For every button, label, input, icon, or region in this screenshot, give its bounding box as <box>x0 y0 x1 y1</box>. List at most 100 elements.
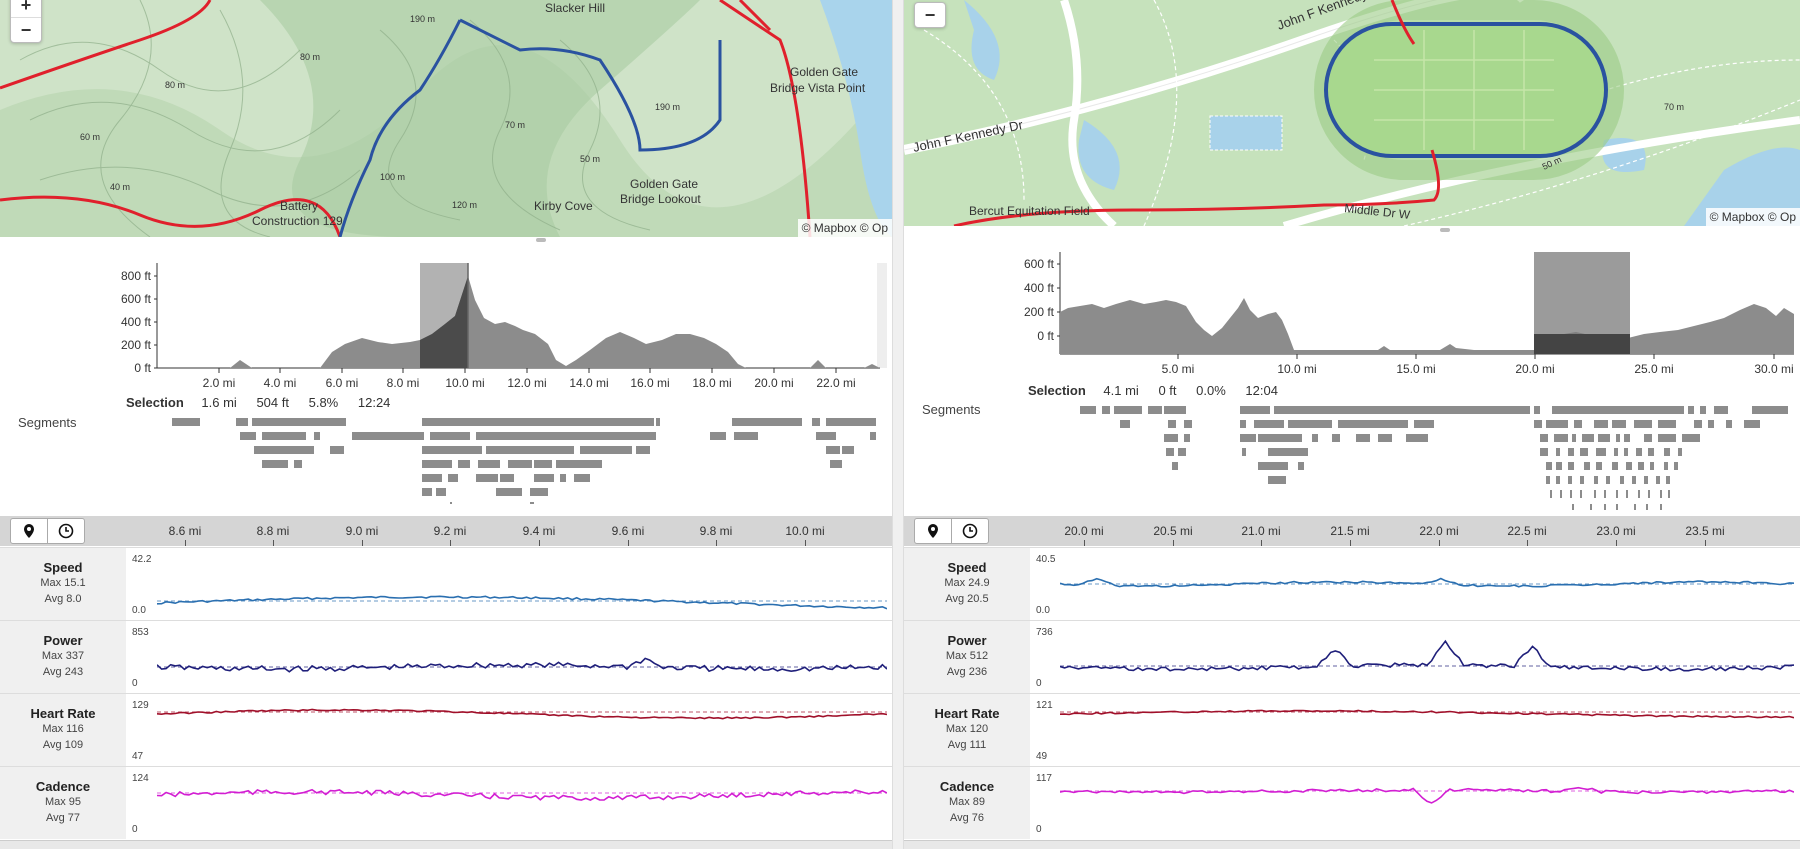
segment-bar[interactable] <box>1598 434 1610 442</box>
segment-bar[interactable] <box>1268 448 1308 456</box>
segment-bar[interactable] <box>574 474 590 482</box>
left-route-map[interactable]: Slacker Hill Golden Gate Bridge Vista Po… <box>0 0 892 237</box>
segment-bar[interactable] <box>1656 476 1660 484</box>
segment-bar[interactable] <box>1638 490 1640 498</box>
stream-line-chart[interactable] <box>1060 694 1794 766</box>
stream-line-chart[interactable] <box>1060 548 1794 620</box>
segment-bar[interactable] <box>262 432 306 440</box>
segment-bar[interactable] <box>1312 434 1318 442</box>
segment-bar[interactable] <box>1616 490 1618 498</box>
segment-bar[interactable] <box>1254 420 1284 428</box>
segment-bar[interactable] <box>1596 462 1602 470</box>
stream-line-chart[interactable] <box>1060 767 1794 839</box>
segment-bar[interactable] <box>1594 490 1596 498</box>
zoom-out-button[interactable]: − <box>924 5 936 25</box>
segment-bar[interactable] <box>236 418 248 426</box>
left-bottom-scrollbar[interactable] <box>0 840 892 849</box>
segment-bar[interactable] <box>1258 462 1288 470</box>
segment-bar[interactable] <box>1584 462 1590 470</box>
segment-bar[interactable] <box>518 446 574 454</box>
segment-bar[interactable] <box>826 418 876 426</box>
segment-bar[interactable] <box>1356 434 1370 442</box>
segment-bar[interactable] <box>1604 504 1606 510</box>
segment-bar[interactable] <box>1664 448 1670 456</box>
segment-bar[interactable] <box>1674 462 1678 470</box>
right-elevation-svg[interactable]: 600 ft 400 ft 200 ft 0 ft 5.0 mi 10.0 mi 15.0… <box>904 238 1800 378</box>
segment-bar[interactable] <box>1626 490 1628 498</box>
segment-bar[interactable] <box>1624 448 1628 456</box>
segment-bar[interactable] <box>254 446 314 454</box>
segment-bar[interactable] <box>1594 476 1598 484</box>
segment-bar[interactable] <box>330 446 344 454</box>
segment-bar[interactable] <box>1414 420 1434 428</box>
segment-bar[interactable] <box>842 446 854 454</box>
segment-bar[interactable] <box>1556 476 1560 484</box>
left-elevation-chart[interactable]: 800 ft 600 ft 400 ft 200 ft 0 ft 2.0 mi 4.0 m… <box>0 248 892 388</box>
segment-bar[interactable] <box>1700 406 1706 414</box>
segment-bar[interactable] <box>1694 420 1702 428</box>
right-route-map[interactable]: John F Kennedy Dr John F Kennedy Dr Berc… <box>904 0 1800 226</box>
segment-bar[interactable] <box>1274 406 1530 414</box>
segment-bar[interactable] <box>252 418 346 426</box>
segment-bar[interactable] <box>1666 476 1670 484</box>
segment-bar[interactable] <box>1660 504 1662 510</box>
segment-bar[interactable] <box>458 460 470 468</box>
segment-bar[interactable] <box>1644 434 1652 442</box>
segment-bar[interactable] <box>1534 406 1540 414</box>
clock-button[interactable] <box>951 519 988 543</box>
segment-bar[interactable] <box>1594 420 1608 428</box>
segment-bar[interactable] <box>1646 504 1648 510</box>
segment-bar[interactable] <box>636 446 650 454</box>
segment-bar[interactable] <box>422 446 482 454</box>
split-gutter[interactable] <box>892 0 904 849</box>
segment-bar[interactable] <box>1606 476 1610 484</box>
segment-bar[interactable] <box>1534 420 1542 428</box>
segment-bar[interactable] <box>826 446 840 454</box>
segment-bar[interactable] <box>1148 406 1162 414</box>
segment-bar[interactable] <box>422 488 432 496</box>
segment-bar[interactable] <box>240 432 256 440</box>
segment-bar[interactable] <box>1554 434 1568 442</box>
segment-bar[interactable] <box>1240 406 1270 414</box>
segment-bar[interactable] <box>1164 406 1186 414</box>
segment-bar[interactable] <box>556 460 576 468</box>
segment-bar[interactable] <box>1172 462 1178 470</box>
segment-bar[interactable] <box>560 474 566 482</box>
segment-bar[interactable] <box>812 418 820 426</box>
segment-bar[interactable] <box>1616 504 1618 510</box>
segment-bar[interactable] <box>1378 434 1392 442</box>
segment-bar[interactable] <box>1614 448 1618 456</box>
segment-bar[interactable] <box>1668 490 1670 498</box>
segment-bar[interactable] <box>732 418 802 426</box>
segment-bar[interactable] <box>1658 420 1676 428</box>
segment-bar[interactable] <box>1546 476 1550 484</box>
segment-bar[interactable] <box>534 474 554 482</box>
segment-bar[interactable] <box>1406 434 1428 442</box>
segment-bar[interactable] <box>1634 420 1652 428</box>
segment-bar[interactable] <box>1580 448 1588 456</box>
segment-bar[interactable] <box>1102 406 1110 414</box>
segment-bar[interactable] <box>1240 434 1256 442</box>
segment-bar[interactable] <box>430 432 470 440</box>
segment-bar[interactable] <box>1744 420 1760 428</box>
segment-bar[interactable] <box>450 502 452 504</box>
segment-bar[interactable] <box>1568 462 1574 470</box>
segment-bar[interactable] <box>1574 420 1582 428</box>
segment-bar[interactable] <box>1114 406 1142 414</box>
segment-bar[interactable] <box>1596 448 1606 456</box>
segment-bar[interactable] <box>580 446 632 454</box>
segment-bar[interactable] <box>1612 420 1626 428</box>
segment-bar[interactable] <box>1572 434 1576 442</box>
right-segments-chart[interactable] <box>904 400 1800 510</box>
segment-bar[interactable] <box>734 432 758 440</box>
segment-bar[interactable] <box>1660 490 1662 498</box>
segment-bar[interactable] <box>476 474 498 482</box>
segment-bar[interactable] <box>1626 462 1632 470</box>
segment-bar[interactable] <box>1580 490 1582 498</box>
segment-bar[interactable] <box>496 488 522 496</box>
segment-bar[interactable] <box>1658 434 1676 442</box>
segment-bar[interactable] <box>1540 434 1548 442</box>
segment-bar[interactable] <box>1726 420 1732 428</box>
segment-bar[interactable] <box>1590 504 1592 510</box>
right-bottom-scrollbar[interactable] <box>904 840 1800 849</box>
